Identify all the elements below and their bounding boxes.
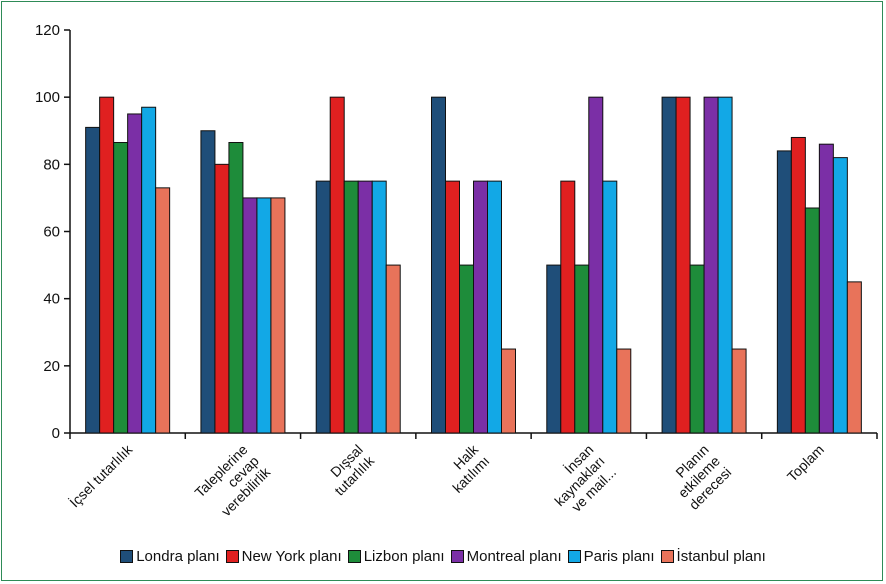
y-tick-label: 100 [35,89,60,106]
x-category-label: Toplam [784,441,827,484]
y-tick-label: 60 [43,224,60,241]
legend: Londra planı New York planı Lizbon planı Mo… [0,548,886,565]
bar [487,180,502,434]
bar [200,130,216,434]
x-category-label-line: İçsel tutarlılık [66,440,136,510]
bar [717,96,733,434]
bar [473,180,488,434]
bar-chart: 0 20 40 60 80 100 120 İçsel tutarlılık Talepleri… [35,22,878,519]
legend-item: Londra planı [120,548,220,565]
bar [113,142,129,434]
bar [804,207,820,434]
bar [501,348,516,434]
bar [445,180,460,434]
bar [546,264,562,434]
legend-item: İstanbul planı [660,548,766,565]
bar [602,180,618,434]
legend-swatch [120,550,134,563]
y-tick-label: 0 [52,425,60,442]
bar [85,126,101,434]
bar [357,180,373,434]
legend-item: New York planı [225,548,342,565]
bar [155,187,171,434]
bar [776,150,792,434]
y-tick-label: 20 [43,358,60,375]
legend-swatch [347,550,361,563]
y-tick-label: 40 [43,291,60,308]
legend-label: Paris planı [583,548,655,565]
bar [459,264,474,434]
bar [560,180,576,434]
legend-swatch [567,550,581,563]
bar [703,96,719,434]
bar [574,264,590,434]
x-category-label-line: Toplam [784,441,827,484]
bar [689,264,705,434]
bar [315,180,331,434]
bar [228,142,244,434]
bar [588,96,604,434]
bar [661,96,677,434]
x-category-label: İçsel tutarlılık [66,440,136,510]
legend-label: New York planı [241,548,342,565]
legend-label: Londra planı [136,548,220,565]
bar [818,143,834,434]
bar [371,180,387,434]
legend-label: Montreal planı [466,548,562,565]
legend-item: Lizbon planı [347,548,445,565]
bar [616,348,632,434]
legend-item: Montreal planı [450,548,562,565]
legend-swatch [450,550,464,563]
legend-item: Paris planı [567,548,655,565]
bar [99,96,115,434]
bar [242,197,258,434]
y-tick-label: 120 [35,22,60,39]
legend-label: İstanbul planı [676,548,766,565]
bar [256,197,272,434]
y-tick-label: 80 [43,156,60,173]
bar [214,163,230,434]
legend-label: Lizbon planı [363,548,445,565]
bar [832,157,848,434]
bar [270,197,286,434]
bar [141,106,157,434]
legend-swatch [660,550,674,563]
bar [329,96,345,434]
bar [343,180,359,434]
legend-swatch [225,550,239,563]
bar [127,113,143,434]
bar [431,96,446,434]
bar [675,96,691,434]
bar [385,264,401,434]
bar [731,348,747,434]
bar [790,136,806,434]
bar [846,281,862,434]
